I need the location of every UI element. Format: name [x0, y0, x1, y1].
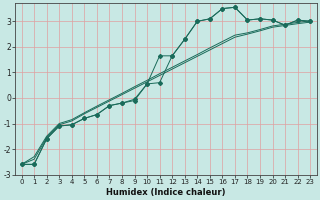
X-axis label: Humidex (Indice chaleur): Humidex (Indice chaleur)	[106, 188, 226, 197]
